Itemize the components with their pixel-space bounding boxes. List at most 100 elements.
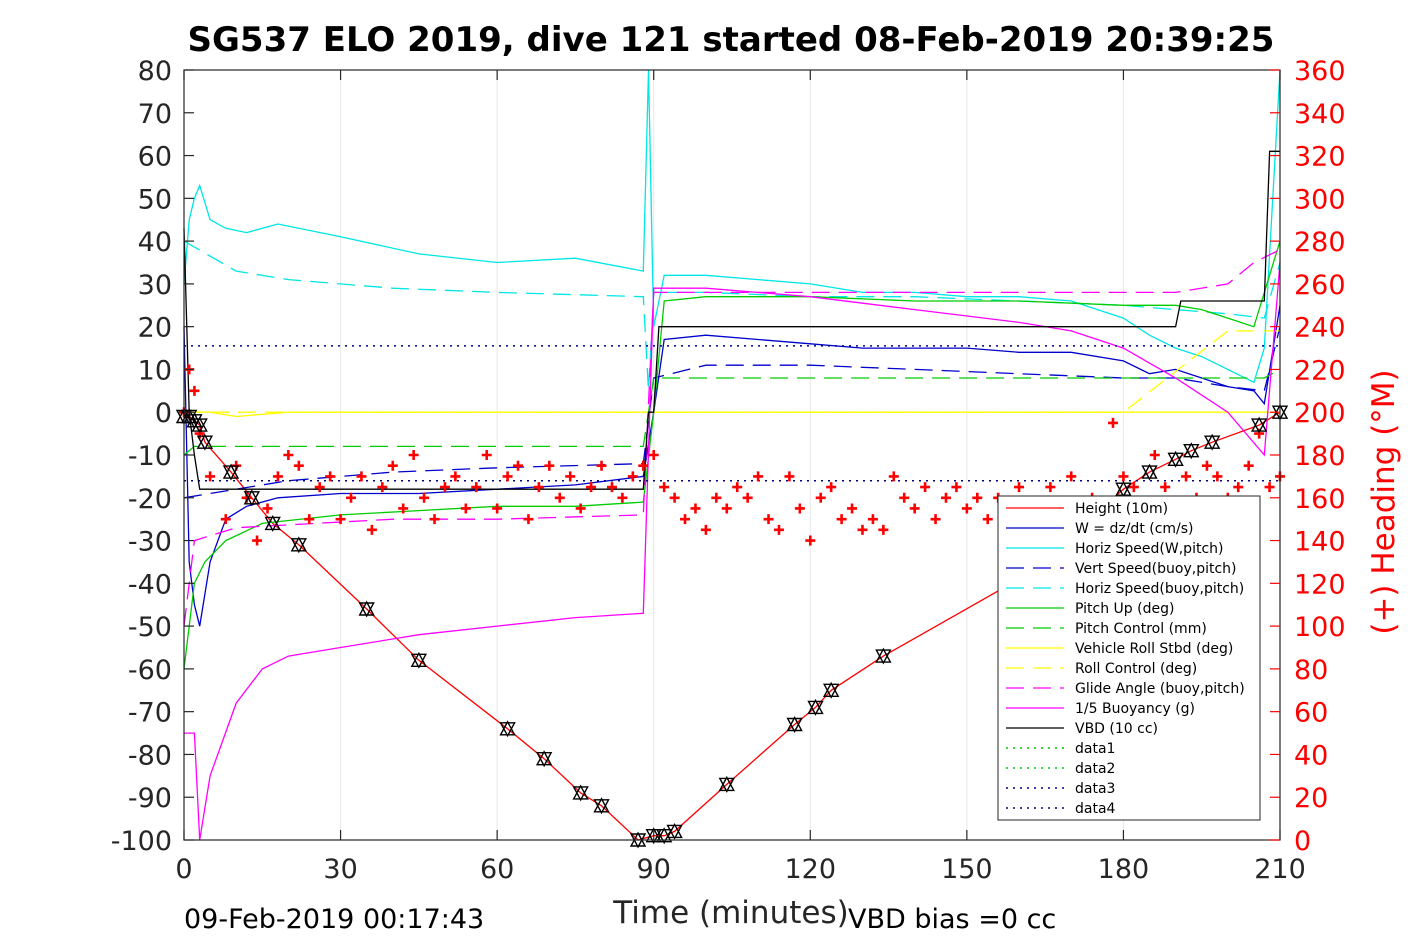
height-marker: [358, 600, 375, 618]
x-tick-label: 60: [480, 854, 514, 885]
heading-point: [272, 471, 283, 482]
heading-point: [1264, 482, 1275, 493]
height-marker: [1203, 433, 1221, 451]
left-tick-label: 40: [138, 227, 172, 258]
heading-point: [586, 482, 597, 493]
height-marker: [410, 651, 428, 669]
right-tick-label: 60: [1294, 698, 1328, 729]
heading-point: [690, 503, 701, 514]
right-tick-label: 40: [1294, 740, 1328, 771]
heading-point: [565, 471, 576, 482]
heading-point: [314, 482, 325, 493]
legend-label: Horiz Speed(W,pitch): [1075, 541, 1223, 557]
heading-point: [335, 514, 346, 525]
right-tick-label: 160: [1294, 484, 1346, 515]
heading-point: [533, 482, 544, 493]
left-tick-label: 30: [138, 270, 172, 301]
heading-point: [523, 514, 534, 525]
right-tick-label: 260: [1294, 270, 1346, 301]
right-tick-label: 340: [1294, 99, 1346, 130]
heading-point: [847, 503, 858, 514]
height-marker: [572, 784, 589, 802]
heading-point: [1160, 482, 1171, 493]
left-tick-label: 50: [138, 184, 172, 215]
heading-point: [502, 471, 513, 482]
heading-point: [617, 492, 628, 503]
heading-point: [721, 503, 732, 514]
heading-point: [492, 503, 503, 514]
height-marker: [191, 416, 208, 434]
legend-label: W = dz/dt (cm/s): [1075, 521, 1194, 537]
left-tick-label: -80: [128, 740, 172, 771]
height-marker: [1141, 463, 1158, 481]
legend-box: [997, 495, 1261, 821]
x-axis-ticks: 0 30 60 90 120 150 180 210: [175, 70, 1306, 885]
heading-point: [450, 471, 461, 482]
series-line-vert-speed-buoy-pitch: [183, 326, 1281, 499]
height-marker: [645, 827, 662, 845]
heading-point: [1233, 482, 1244, 493]
heading-point: [189, 385, 200, 396]
heading-point: [356, 471, 367, 482]
heading-point: [460, 503, 471, 514]
heading-point: [1014, 482, 1025, 493]
series-line-pitch-up-deg: [183, 240, 1281, 669]
heading-point: [826, 482, 837, 493]
heading-point: [596, 460, 607, 471]
heading-point: [888, 471, 899, 482]
legend-label: data2: [1075, 761, 1115, 777]
heading-point: [205, 471, 216, 482]
heading-point: [700, 524, 711, 535]
x-tick-label: 0: [175, 854, 192, 885]
right-tick-label: 280: [1294, 227, 1346, 258]
right-tick-label: 20: [1294, 783, 1328, 814]
heading-point: [753, 471, 764, 482]
left-tick-label: 10: [138, 355, 172, 386]
heading-point: [805, 535, 816, 546]
heading-point: [304, 514, 315, 525]
legend-label: Height (10m): [1075, 501, 1168, 517]
heading-point: [627, 471, 638, 482]
height-marker: [290, 536, 307, 554]
heading-point: [1118, 471, 1129, 482]
heading-point: [481, 450, 492, 460]
left-tick-label: -90: [128, 783, 172, 814]
x-tick-label: 30: [323, 854, 357, 885]
heading-point: [252, 535, 263, 546]
heading-point: [951, 482, 962, 493]
legend-label: 1/5 Buoyancy (g): [1075, 701, 1195, 717]
heading-point: [1128, 482, 1139, 493]
legend-label: Glide Angle (buoy,pitch): [1075, 681, 1245, 697]
heading-point: [638, 460, 649, 471]
height-marker: [535, 750, 553, 768]
heading-point: [794, 503, 805, 514]
height-marker: [718, 775, 735, 793]
left-tick-label: -20: [128, 484, 172, 515]
x-tick-label: 210: [1254, 854, 1306, 885]
left-tick-label: 20: [138, 313, 172, 344]
right-tick-label: 200: [1294, 398, 1346, 429]
chart-title: SG537 ELO 2019, dive 121 started 08-Feb-…: [188, 20, 1275, 60]
heading-point: [763, 514, 774, 525]
heading-point: [606, 482, 617, 493]
height-marker: [875, 647, 892, 665]
heading-point: [293, 460, 304, 471]
legend-label: VBD (10 cc): [1075, 721, 1158, 737]
heading-point: [773, 524, 784, 535]
heading-point: [815, 492, 826, 503]
left-tick-label: 70: [138, 99, 172, 130]
heading-point: [377, 482, 388, 493]
legend-label: Horiz Speed(buoy,pitch): [1075, 581, 1244, 597]
series-layer: [183, 69, 1281, 841]
heading-point: [346, 492, 357, 503]
legend-label: Vert Speed(buoy,pitch): [1075, 561, 1237, 577]
heading-point: [732, 482, 743, 493]
x-axis-label: Time (minutes): [612, 895, 848, 931]
heading-point: [784, 471, 795, 482]
heading-point: [419, 492, 430, 503]
height-marker: [243, 489, 261, 507]
heading-point: [429, 514, 440, 525]
heading-point: [972, 492, 983, 503]
right-tick-label: 360: [1294, 56, 1346, 87]
right-tick-label: 220: [1294, 355, 1346, 386]
